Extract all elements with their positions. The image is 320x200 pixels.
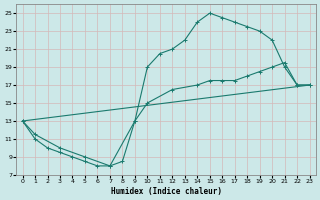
- X-axis label: Humidex (Indice chaleur): Humidex (Indice chaleur): [111, 187, 221, 196]
